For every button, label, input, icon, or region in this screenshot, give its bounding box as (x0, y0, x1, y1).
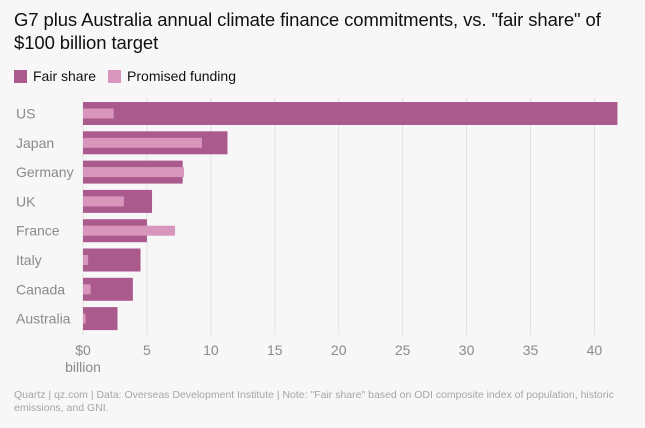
category-label-australia: Australia (16, 311, 71, 327)
legend-label-fair-share: Fair share (33, 68, 97, 84)
category-label-germany: Germany (16, 164, 74, 180)
bar-promised-funding-germany (83, 167, 185, 178)
x-tick-label-25: 25 (395, 342, 411, 358)
x-tick-label-30: 30 (459, 342, 475, 358)
bar-fair-share-italy (83, 248, 141, 272)
x-tick-label-0: $0 (75, 342, 91, 358)
source-note: Quartz | qz.com | Data: Overseas Develop… (14, 389, 614, 414)
legend-swatch-fair-share (14, 69, 27, 83)
bar-fair-share-us (83, 102, 618, 125)
x-tick-label-40: 40 (587, 342, 603, 358)
category-label-canada: Canada (16, 281, 65, 297)
legend-label-promised-funding: Promised funding (127, 68, 236, 84)
x-tick-label-10: 10 (203, 342, 219, 358)
x-axis-labels: $0 5 10 15 20 25 30 35 40 billion (65, 342, 602, 375)
bar-promised-funding-canada (83, 284, 91, 295)
legend-swatch-promised-funding (108, 69, 122, 83)
legend-item-promised-funding: Promised funding (108, 68, 236, 84)
x-tick-label-35: 35 (523, 342, 539, 358)
x-tick-label-20: 20 (331, 342, 347, 358)
bar-chart: US Japan Germany UK France Italy Canada Austral… (16, 98, 618, 375)
bar-fair-share-australia (83, 307, 118, 331)
bar-promised-funding-italy (83, 255, 89, 265)
category-label-italy: Italy (16, 252, 42, 268)
bar-promised-funding-japan (83, 137, 202, 148)
x-tick-label-5: 5 (143, 342, 151, 358)
bars (83, 102, 618, 331)
bar-promised-funding-australia (83, 313, 86, 324)
x-tick-label-15: 15 (267, 342, 283, 358)
bar-promised-funding-us (83, 108, 114, 119)
category-labels: US Japan Germany UK France Italy Canada Austral… (16, 106, 74, 327)
bar-fair-share-canada (83, 277, 133, 301)
category-label-uk: UK (16, 193, 36, 209)
bar-promised-funding-uk (83, 196, 124, 207)
legend-item-fair-share: Fair share (14, 68, 96, 84)
x-axis-unit-label: billion (65, 359, 101, 375)
chart-title: G7 plus Australia annual climate finance… (14, 9, 601, 53)
category-label-japan: Japan (16, 135, 54, 151)
category-label-us: US (16, 106, 35, 122)
legend: Fair share Promised funding (14, 67, 248, 85)
bar-promised-funding-france (83, 225, 176, 236)
category-label-france: France (16, 223, 60, 239)
